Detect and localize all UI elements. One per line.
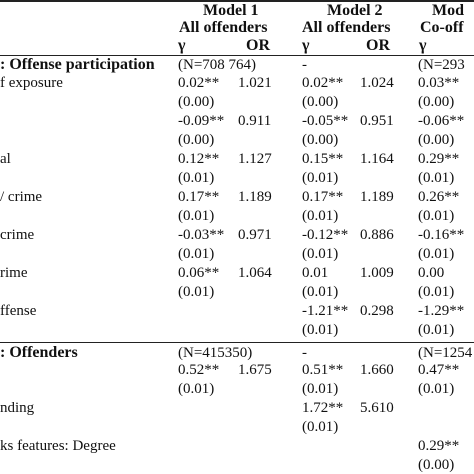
value-cell-or2: 1.660 <box>360 361 394 379</box>
model2-subtitle: All offenders <box>302 19 390 37</box>
value-cell-g1: (0.00) <box>178 93 214 111</box>
value-cell-or1: 0.911 <box>238 112 271 130</box>
value-cell-g3: 0.29** <box>418 437 459 455</box>
row-label: nding <box>0 399 34 417</box>
value-cell-g3: (0.00) <box>418 131 454 149</box>
model1-title: Model 1 <box>203 2 259 20</box>
gamma-header-1: γ <box>178 37 185 55</box>
row-label: crime <box>0 226 34 244</box>
value-cell-g2: (0.01) <box>302 380 338 398</box>
value-cell-g1: -0.09** <box>178 112 224 130</box>
value-cell-or1: 0.971 <box>238 226 272 244</box>
value-cell-g2: -0.05** <box>302 112 348 130</box>
value-cell-g3: -0.06** <box>418 112 464 130</box>
value-cell-or2: 1.024 <box>360 74 394 92</box>
row-label: / crime <box>0 188 42 206</box>
value-cell-g2: 0.51** <box>302 361 343 379</box>
value-cell-g3: 0.47** <box>418 361 459 379</box>
value-cell-or2: 0.298 <box>360 302 394 320</box>
section-title-offenders: : Offenders <box>0 344 78 362</box>
value-cell-g3: -1.29** <box>418 302 464 320</box>
value-cell-g3: 0.03** <box>418 74 459 92</box>
row-label: al <box>0 150 11 168</box>
value-cell-g2: (0.01) <box>302 169 338 187</box>
value-cell-g3: 0.29** <box>418 150 459 168</box>
value-cell-g2: 0.02** <box>302 74 343 92</box>
row-label: ffense <box>0 302 36 320</box>
value-cell-g2: 0.15** <box>302 150 343 168</box>
value-cell-g1: 0.12** <box>178 150 219 168</box>
value-cell-g3: (0.01) <box>418 283 454 301</box>
gamma-header-2: γ <box>302 37 309 55</box>
value-cell-g2: -0.12** <box>302 226 348 244</box>
value-cell-g1: (0.01) <box>178 169 214 187</box>
value-cell-or2: 1.009 <box>360 264 394 282</box>
value-cell-or1: 1.021 <box>238 74 272 92</box>
value-cell-or2: 1.164 <box>360 150 394 168</box>
value-cell-g1: (0.01) <box>178 207 214 225</box>
value-cell-g3: (0.01) <box>418 321 454 339</box>
row-label: ks features: Degree <box>0 437 116 455</box>
model3-subtitle: Co-off <box>420 19 464 37</box>
gamma-header-3: γ <box>419 37 426 55</box>
row-label: f exposure <box>0 74 63 92</box>
value-cell-g1: 0.06** <box>178 264 219 282</box>
value-cell-g2: (0.01) <box>302 245 338 263</box>
value-cell-g2: 0.01 <box>302 264 328 282</box>
value-cell-g3: (0.01) <box>418 207 454 225</box>
value-cell-g1: (0.01) <box>178 283 214 301</box>
value-cell-or2: 0.951 <box>360 112 394 130</box>
value-cell-g1: (0.01) <box>178 245 214 263</box>
value-cell-or1: 1.127 <box>238 150 272 168</box>
row-label: rime <box>0 264 28 282</box>
value-cell-g2: (0.00) <box>302 131 338 149</box>
section-n-model3: (N=293 <box>418 56 465 74</box>
value-cell-g3: (0.01) <box>418 169 454 187</box>
value-cell-g2: (0.01) <box>302 283 338 301</box>
value-cell-or2: 0.886 <box>360 226 394 244</box>
value-cell-g2: (0.01) <box>302 207 338 225</box>
model2-title: Model 2 <box>327 2 383 20</box>
value-cell-g1: 0.52** <box>178 361 219 379</box>
value-cell-g3: (0.00) <box>418 456 454 474</box>
value-cell-g1: (0.01) <box>178 380 214 398</box>
value-cell-g1: 0.02** <box>178 74 219 92</box>
value-cell-g3: 0.00 <box>418 264 444 282</box>
model1-subtitle: All offenders <box>179 19 267 37</box>
section2-n-model2: - <box>302 344 307 362</box>
value-cell-g2: (0.00) <box>302 93 338 111</box>
value-cell-g1: -0.03** <box>178 226 224 244</box>
value-cell-or2: 1.189 <box>360 188 394 206</box>
or-header-2: OR <box>366 37 390 55</box>
model3-title: Mod <box>432 2 464 20</box>
value-cell-g2: -1.21** <box>302 302 348 320</box>
value-cell-g2: 0.17** <box>302 188 343 206</box>
value-cell-g3: 0.26** <box>418 188 459 206</box>
value-cell-g3: -0.16** <box>418 226 464 244</box>
or-header-1: OR <box>246 37 270 55</box>
value-cell-g3: (0.00) <box>418 93 454 111</box>
value-cell-g3: (0.01) <box>418 380 454 398</box>
value-cell-or1: 1.064 <box>238 264 272 282</box>
value-cell-g1: (0.00) <box>178 131 214 149</box>
value-cell-g3: (0.01) <box>418 245 454 263</box>
section-rule <box>0 342 474 343</box>
value-cell-or1: 1.189 <box>238 188 272 206</box>
value-cell-g2: (0.01) <box>302 418 338 436</box>
section-n-model2: - <box>302 56 307 74</box>
value-cell-or1: 1.675 <box>238 361 272 379</box>
section2-n-model1: (N=415350) <box>178 344 252 362</box>
section2-n-model3: (N=1254 <box>418 344 472 362</box>
value-cell-g1: 0.17** <box>178 188 219 206</box>
value-cell-or2: 5.610 <box>360 399 394 417</box>
section-n-model1: (N=708 764) <box>178 56 256 74</box>
section-title-offense-participation: : Offense participation <box>0 56 155 74</box>
value-cell-g2: (0.01) <box>302 321 338 339</box>
value-cell-g2: 1.72** <box>302 399 343 417</box>
